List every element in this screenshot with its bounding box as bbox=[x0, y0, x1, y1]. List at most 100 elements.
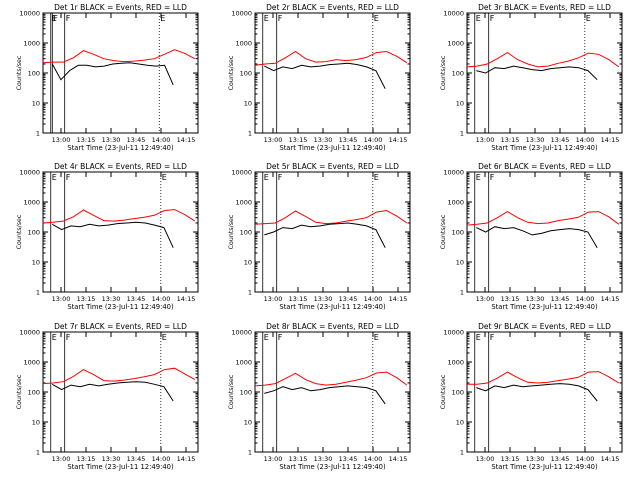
event-marker-label: F bbox=[490, 333, 495, 342]
x-tick-label: 14:00 bbox=[364, 455, 383, 463]
y-tick-label: 100 bbox=[240, 389, 252, 397]
x-tick-label: 13:45 bbox=[339, 136, 358, 144]
x-axis-label: Start Time (23-Jul-11 12:49:40) bbox=[67, 463, 174, 471]
x-axis-label: Start Time (23-Jul-11 12:49:40) bbox=[67, 303, 174, 311]
y-axis-label: Counts/sec bbox=[440, 214, 447, 249]
x-axis-label: Start Time (23-Jul-11 12:49:40) bbox=[279, 463, 386, 471]
event-marker-label: E bbox=[264, 14, 269, 23]
plot-frame bbox=[42, 331, 199, 453]
detector-panel: Det 2r BLACK = Events, RED = LLD 1 10 100 10… bbox=[228, 3, 411, 152]
x-axis-label: Start Time (23-Jul-11 12:49:40) bbox=[491, 303, 598, 311]
events-rate-line bbox=[51, 62, 174, 86]
y-tick-label: 10 bbox=[32, 259, 40, 267]
x-tick-label: 13:30 bbox=[314, 295, 333, 303]
x-tick-label: 13:30 bbox=[314, 455, 333, 463]
y-tick-label: 100 bbox=[28, 70, 40, 78]
y-tick-label: 10000 bbox=[19, 169, 40, 177]
detector-panel: Det 7r BLACK = Events, RED = LLD 1 10 100 10… bbox=[16, 322, 199, 471]
x-tick-label: 13:00 bbox=[476, 455, 495, 463]
y-axis-label: Counts/sec bbox=[440, 55, 447, 90]
plot-frame bbox=[466, 331, 623, 453]
event-marker-label: F bbox=[490, 14, 495, 23]
x-tick-label: 14:00 bbox=[364, 136, 383, 144]
y-tick-label: 10000 bbox=[231, 10, 252, 18]
y-tick-label: 10 bbox=[456, 259, 464, 267]
event-marker-label: E bbox=[374, 333, 379, 342]
y-tick-label: 10000 bbox=[19, 10, 40, 18]
y-axis-label: Counts/sec bbox=[228, 55, 235, 90]
y-tick-label: 1000 bbox=[447, 199, 464, 207]
x-tick-label: 13:30 bbox=[526, 295, 545, 303]
y-tick-label: 10 bbox=[456, 100, 464, 108]
x-tick-label: 13:00 bbox=[52, 136, 71, 144]
x-tick-label: 13:00 bbox=[264, 295, 283, 303]
y-tick-label: 100 bbox=[28, 389, 40, 397]
event-marker-label: F bbox=[66, 173, 71, 182]
x-tick-label: 13:15 bbox=[77, 136, 96, 144]
plot-frame bbox=[254, 171, 411, 293]
x-tick-label: 13:15 bbox=[501, 136, 520, 144]
detector-panel: Det 9r BLACK = Events, RED = LLD 1 10 100 10… bbox=[440, 322, 623, 471]
x-tick-label: 14:15 bbox=[177, 295, 196, 303]
event-marker-label: E bbox=[374, 173, 379, 182]
y-tick-label: 10 bbox=[244, 100, 252, 108]
y-axis-label: Counts/sec bbox=[228, 214, 235, 249]
x-tick-label: 13:15 bbox=[289, 295, 308, 303]
x-tick-label: 13:30 bbox=[526, 455, 545, 463]
x-axis-label: Start Time (23-Jul-11 12:49:40) bbox=[279, 303, 386, 311]
plot-frame bbox=[466, 12, 623, 134]
y-axis-label: Counts/sec bbox=[16, 55, 23, 90]
event-marker-label: F bbox=[278, 173, 283, 182]
event-marker-label: E bbox=[52, 333, 57, 342]
y-tick-label: 10 bbox=[32, 419, 40, 427]
y-tick-label: 10 bbox=[244, 259, 252, 267]
event-marker-label: F bbox=[66, 333, 71, 342]
events-rate-line bbox=[476, 226, 598, 248]
y-tick-label: 10000 bbox=[231, 329, 252, 337]
panel-title: Det 2r BLACK = Events, RED = LLD bbox=[266, 3, 399, 12]
detector-panel: Det 4r BLACK = Events, RED = LLD 1 10 100 10… bbox=[16, 162, 199, 311]
event-marker-label: E bbox=[264, 173, 269, 182]
event-marker-label: E bbox=[586, 173, 591, 182]
event-marker-label: F bbox=[53, 14, 58, 23]
lld-rate-line bbox=[466, 211, 620, 226]
x-tick-label: 13:15 bbox=[77, 295, 96, 303]
events-rate-line bbox=[52, 381, 174, 402]
plot-frame bbox=[254, 12, 411, 134]
y-tick-label: 10000 bbox=[443, 10, 464, 18]
y-tick-label: 100 bbox=[240, 70, 252, 78]
event-marker-label: E bbox=[374, 14, 379, 23]
detector-panel: Det 6r BLACK = Events, RED = LLD 1 10 100 10… bbox=[440, 162, 623, 311]
x-tick-label: 13:45 bbox=[127, 136, 146, 144]
plot-frame bbox=[254, 331, 411, 453]
y-tick-label: 1 bbox=[248, 449, 252, 457]
panel-title: Det 7r BLACK = Events, RED = LLD bbox=[54, 322, 187, 331]
event-marker-label: E bbox=[586, 333, 591, 342]
x-axis-label: Start Time (23-Jul-11 12:49:40) bbox=[491, 463, 598, 471]
x-tick-label: 14:15 bbox=[389, 136, 408, 144]
x-tick-label: 13:30 bbox=[102, 455, 121, 463]
panel-title: Det 1r BLACK = Events, RED = LLD bbox=[54, 3, 187, 12]
lld-rate-line bbox=[254, 209, 408, 225]
y-tick-label: 10000 bbox=[443, 169, 464, 177]
y-tick-label: 1000 bbox=[235, 199, 252, 207]
plot-frame bbox=[42, 171, 199, 293]
x-tick-label: 13:45 bbox=[551, 136, 570, 144]
y-tick-label: 1000 bbox=[447, 40, 464, 48]
x-tick-label: 14:00 bbox=[576, 455, 595, 463]
event-marker-label: E bbox=[52, 14, 57, 23]
x-tick-label: 13:15 bbox=[289, 455, 308, 463]
x-tick-label: 13:45 bbox=[339, 295, 358, 303]
event-marker-label: E bbox=[586, 14, 591, 23]
x-tick-label: 13:45 bbox=[127, 295, 146, 303]
y-tick-label: 100 bbox=[240, 229, 252, 237]
lld-rate-line bbox=[254, 50, 408, 66]
x-tick-label: 13:00 bbox=[476, 295, 495, 303]
detector-panel: Det 5r BLACK = Events, RED = LLD 1 10 100 10… bbox=[228, 162, 411, 311]
x-tick-label: 14:15 bbox=[601, 295, 620, 303]
event-marker-label: E bbox=[476, 14, 481, 23]
event-marker-label: E bbox=[264, 333, 269, 342]
lld-rate-line bbox=[254, 371, 408, 387]
x-tick-label: 14:00 bbox=[152, 295, 171, 303]
